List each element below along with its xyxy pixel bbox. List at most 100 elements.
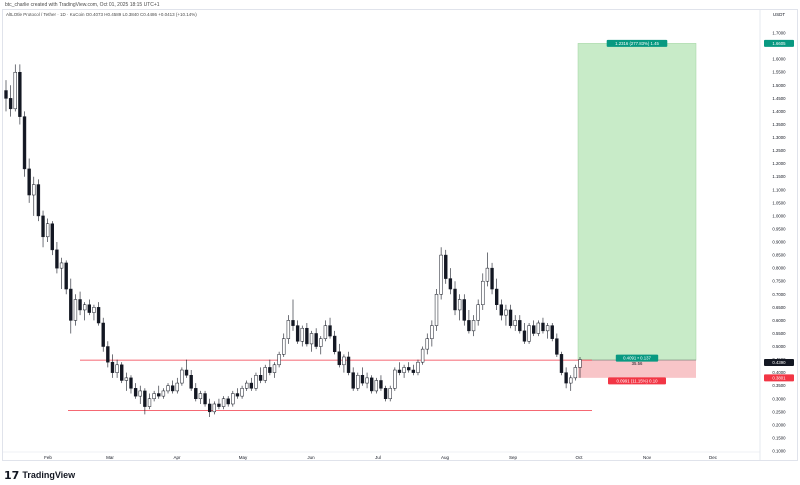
candle-down — [207, 403, 212, 413]
price-badge-text: 1.6605 — [772, 41, 786, 46]
price-tick-label: 0.6000 — [772, 318, 786, 323]
candle-up — [83, 304, 87, 311]
candle-down — [36, 184, 41, 217]
candle-down — [444, 254, 448, 279]
candle-up — [481, 280, 485, 305]
candle-up — [300, 327, 304, 342]
candle-down — [41, 215, 45, 238]
candle-down — [18, 71, 22, 117]
entry-label-text: 0.4091 • 0.137 — [623, 356, 651, 361]
position-zones — [577, 43, 697, 378]
candle-down — [370, 377, 374, 392]
price-badge-last: 0.4390 — [764, 358, 794, 366]
price-axis-unit: USDT — [773, 12, 786, 17]
candle-down — [101, 322, 105, 347]
candle-down — [522, 330, 527, 342]
candle-up — [416, 361, 420, 373]
candle-up — [420, 348, 425, 363]
candle-down — [360, 374, 365, 384]
candle-up — [175, 382, 179, 392]
price-tick-label: 1.2500 — [772, 148, 786, 153]
candle-up — [402, 367, 406, 373]
candle-up — [282, 338, 286, 355]
candle-down — [129, 377, 133, 389]
time-tick-label: Feb — [44, 455, 52, 460]
candle-down — [22, 116, 27, 170]
candle-up — [513, 320, 517, 326]
candle-down — [332, 335, 337, 352]
candle-up — [309, 333, 314, 345]
price-badge-text: 0.3801 — [772, 375, 786, 380]
candle-up — [527, 325, 531, 342]
risk-reward-label: 35.56 — [632, 361, 643, 366]
candle-up — [504, 309, 508, 316]
candle-down — [170, 385, 175, 392]
price-badge-stop: 0.3801 — [764, 374, 794, 382]
candle-down — [532, 325, 536, 334]
candle-up — [573, 367, 578, 379]
candle-down — [550, 325, 554, 339]
time-tick-label: Aug — [441, 455, 450, 460]
candle-up — [92, 307, 96, 313]
candle-down — [110, 361, 115, 373]
candle-down — [258, 374, 263, 381]
candle-down — [217, 403, 221, 407]
price-tick-label: 0.9000 — [772, 240, 786, 245]
price-tick-label: 0.6500 — [772, 305, 786, 310]
profit-zone — [577, 43, 697, 361]
candle-up — [180, 369, 184, 384]
time-tick-label: Jun — [307, 455, 315, 460]
time-tick-label: Jul — [375, 455, 381, 460]
candle-down — [337, 351, 341, 366]
candle-up — [212, 403, 216, 413]
candle-down — [518, 320, 522, 332]
candle-up — [388, 388, 392, 400]
candle-down — [564, 372, 568, 384]
price-tick-label: 0.8000 — [772, 266, 786, 271]
candle-down — [559, 354, 564, 373]
candle-up — [476, 304, 480, 321]
candle-down — [494, 288, 499, 305]
price-badge-bg — [764, 358, 794, 366]
tradingview-logo-text: TradingView — [22, 470, 76, 480]
candle-up — [430, 325, 434, 339]
candle-down — [50, 223, 54, 251]
target-label-text: 1.2316 (277.83%) 1.45 — [615, 41, 659, 46]
candle-up — [365, 377, 369, 384]
candle-up — [272, 364, 277, 373]
candle-up — [578, 359, 582, 368]
price-tick-label: 0.9500 — [772, 226, 786, 231]
candle-down — [133, 388, 138, 397]
candle-down — [235, 393, 240, 397]
candle-up — [319, 338, 323, 347]
candle-down — [328, 325, 332, 337]
candle-down — [490, 267, 494, 290]
price-tick-label: 1.0000 — [772, 213, 786, 218]
candle-up — [254, 374, 258, 389]
candle-up — [342, 356, 346, 366]
candle-up — [545, 325, 550, 332]
price-tick-label: 1.1000 — [772, 187, 786, 192]
candle-up — [485, 267, 490, 282]
candle-down — [194, 388, 198, 400]
candle-down — [55, 249, 59, 269]
price-badge-bg — [764, 374, 794, 382]
candle-down — [4, 90, 8, 99]
price-tick-label: 1.4500 — [772, 96, 786, 101]
price-tick-label: 1.2000 — [772, 161, 786, 166]
price-tick-label: 1.3000 — [772, 135, 786, 140]
candle-up — [323, 325, 328, 339]
candle-down — [203, 393, 207, 405]
price-tick-label: 0.3500 — [772, 383, 786, 388]
candle-up — [152, 393, 156, 400]
time-tick-label: Apr — [173, 455, 181, 460]
candle-down — [411, 369, 416, 373]
candle-down — [541, 322, 545, 332]
symbol-legend: AltLOtle Protocol / Tether · 1D · KuCoin… — [6, 12, 197, 17]
tradingview-logo[interactable]: 17 TradingView — [4, 469, 76, 482]
candle-down — [508, 309, 513, 326]
candle-down — [383, 388, 388, 400]
candle-down — [184, 369, 189, 376]
candle-down — [407, 367, 411, 371]
